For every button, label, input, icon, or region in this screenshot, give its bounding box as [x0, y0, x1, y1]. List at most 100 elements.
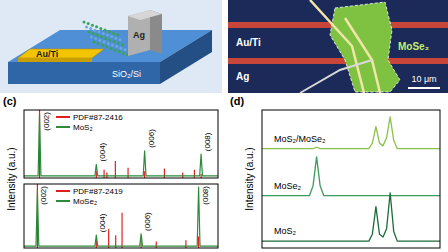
crystal-atom: [107, 42, 110, 45]
plot-area: [24, 110, 218, 178]
legend-swatch: [56, 126, 70, 128]
figure: Au/Ti Ag SiO₂/SiAu/Ti Ag MoSe₂ 10 μm (c) Intens…: [0, 0, 448, 252]
crystal-atom: [99, 27, 102, 30]
crystal-atom: [97, 42, 100, 45]
crystal-atom: [93, 29, 96, 32]
plot-area: [262, 117, 440, 241]
peak-label: (008): [203, 132, 212, 151]
legend-label: PDF#87-2416: [73, 113, 123, 122]
xrd-pattern: [24, 113, 218, 176]
crystal-atom: [109, 39, 112, 42]
series-label: MoS₂: [274, 226, 297, 236]
frame: [24, 184, 218, 248]
reference-peak: [121, 213, 122, 248]
reference-peak: [185, 240, 186, 248]
peak-label: (008): [201, 186, 210, 205]
reference-peak: [106, 173, 107, 178]
plot-area: [24, 184, 218, 248]
legend-swatch: [56, 200, 70, 202]
au-electrode: [18, 49, 104, 58]
flake: [330, 2, 400, 92]
crystal-atom: [92, 32, 95, 35]
label: Au/Ti: [36, 49, 58, 59]
crystal-atom: [119, 38, 122, 41]
frame: [24, 110, 218, 178]
label: Ag: [236, 71, 249, 82]
image-ground: [228, 0, 448, 93]
crystal-atom: [105, 45, 108, 48]
crystal-atom: [102, 32, 105, 35]
crystal-atom: [122, 52, 125, 55]
legend-swatch: [56, 116, 70, 118]
peak-label: (002): [39, 186, 48, 205]
substrate-front: [8, 62, 160, 84]
crystal-atom: [89, 27, 92, 30]
crystal-atom: [104, 37, 107, 40]
reference-peak: [164, 168, 165, 178]
crystal-atom: [87, 22, 90, 25]
ag-electrode-top: [128, 10, 162, 20]
reference-peak: [198, 236, 199, 248]
reference-peak: [156, 242, 157, 248]
crystal-atom: [111, 44, 114, 47]
reference-peak: [182, 173, 183, 178]
raman-spectrum: [262, 117, 440, 149]
crystal-atom: [98, 30, 101, 33]
peak-label: (002): [42, 112, 51, 131]
substrate-side: [160, 30, 212, 84]
raman-spectrum: [262, 193, 440, 241]
crystal-atom: [95, 25, 98, 28]
legend-label: PDF#87-2419: [73, 187, 123, 196]
crystal-atom: [113, 40, 116, 43]
crystal-atom: [112, 32, 115, 35]
crystal-atom: [96, 34, 99, 37]
axis-title: Intensity (a.u.): [244, 147, 255, 210]
reference-peak: [194, 170, 195, 178]
crystal-atom: [121, 43, 124, 46]
schematic-ground: [0, 0, 222, 93]
legend-swatch: [56, 190, 70, 192]
reference-peak: [108, 229, 109, 248]
crystal-atom: [104, 29, 107, 32]
reference-peak: [144, 171, 145, 178]
electrode: [310, 0, 364, 93]
crystal-atom: [106, 34, 109, 37]
crystal-atom: [115, 45, 118, 48]
crystal-atom: [98, 39, 101, 42]
label: Ag: [133, 30, 145, 40]
crystal-atom: [100, 35, 103, 38]
crystal-atom: [117, 42, 120, 45]
legend-label: MoSe₂: [73, 197, 97, 206]
device-schematic: Au/Ti Ag SiO₂/Si: [0, 0, 222, 93]
crystal-atom: [83, 21, 86, 24]
au-stripe: [228, 58, 448, 64]
scale-label: 10 μm: [411, 74, 436, 84]
series-label: MoSe₂: [274, 181, 302, 191]
reference-peak: [200, 174, 201, 178]
label: SiO₂/Si: [112, 69, 141, 79]
panel-label: (c): [3, 95, 17, 107]
crystal-atom: [124, 48, 127, 51]
crystal-atom: [103, 40, 106, 43]
crystal-atom: [116, 33, 119, 36]
axis-title: Intensity (a.u.): [6, 147, 17, 210]
legend-label: MoS₂: [73, 123, 93, 132]
electrode: [300, 60, 372, 93]
peak-label: (006): [147, 129, 156, 148]
crystal-atom: [109, 47, 112, 50]
electrode: [345, 18, 380, 93]
crystal-atom: [94, 37, 97, 40]
panel-label: (d): [230, 95, 244, 107]
label: MoSe₂: [398, 41, 429, 52]
raman-spectrum: [262, 157, 440, 196]
xrd-pattern: [24, 187, 218, 246]
crystal-atom: [118, 50, 121, 53]
crystal-atom: [110, 35, 113, 38]
background: [0, 0, 448, 252]
scale-bar: [408, 87, 440, 89]
peak-label: (006): [143, 212, 152, 231]
peak-label: (004): [98, 142, 107, 161]
crystal-atom: [91, 24, 94, 27]
crystal-atom: [88, 31, 91, 34]
reference-peak: [103, 170, 104, 178]
